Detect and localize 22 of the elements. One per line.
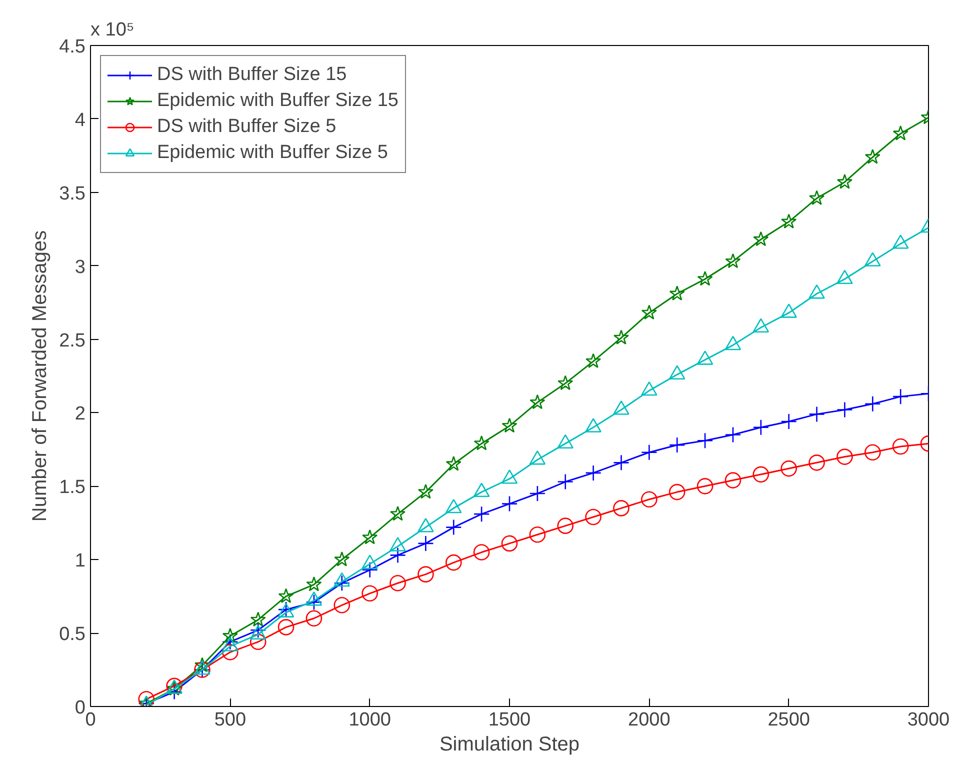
- text: x 10⁵: [90, 20, 134, 40]
- legend-label: Epidemic with Buffer Size 5: [157, 141, 388, 165]
- y-tick-label: 1.5: [59, 477, 86, 498]
- legend-label: DS with Buffer Size 15: [157, 63, 347, 87]
- legend-label: Epidemic with Buffer Size 15: [157, 89, 398, 113]
- x-tick-label: 500: [214, 710, 246, 730]
- x-tick-label: 2500: [768, 710, 810, 730]
- y-tick-label: 4: [74, 110, 86, 131]
- x-axis-title: Simulation Step: [439, 734, 580, 756]
- y-tick-label: 3: [74, 256, 86, 278]
- y-tick-label: 2.5: [59, 330, 86, 352]
- y-axis-title: Number of Forwarded Messages: [29, 230, 52, 522]
- x-tick-label: 1000: [348, 710, 391, 730]
- y-tick-label: 2: [74, 404, 86, 425]
- legend-label: DS with Buffer Size 5: [157, 115, 336, 139]
- y-tick-label: 4.5: [59, 36, 86, 58]
- x-tick-label: 3000: [907, 710, 950, 730]
- x-tick-label: 1500: [488, 710, 531, 730]
- y-tick-label: 0.5: [59, 624, 86, 646]
- y-tick-label: 3.5: [59, 183, 86, 204]
- x-tick-label: 2000: [628, 710, 670, 730]
- y-tick-label: 1: [74, 550, 86, 572]
